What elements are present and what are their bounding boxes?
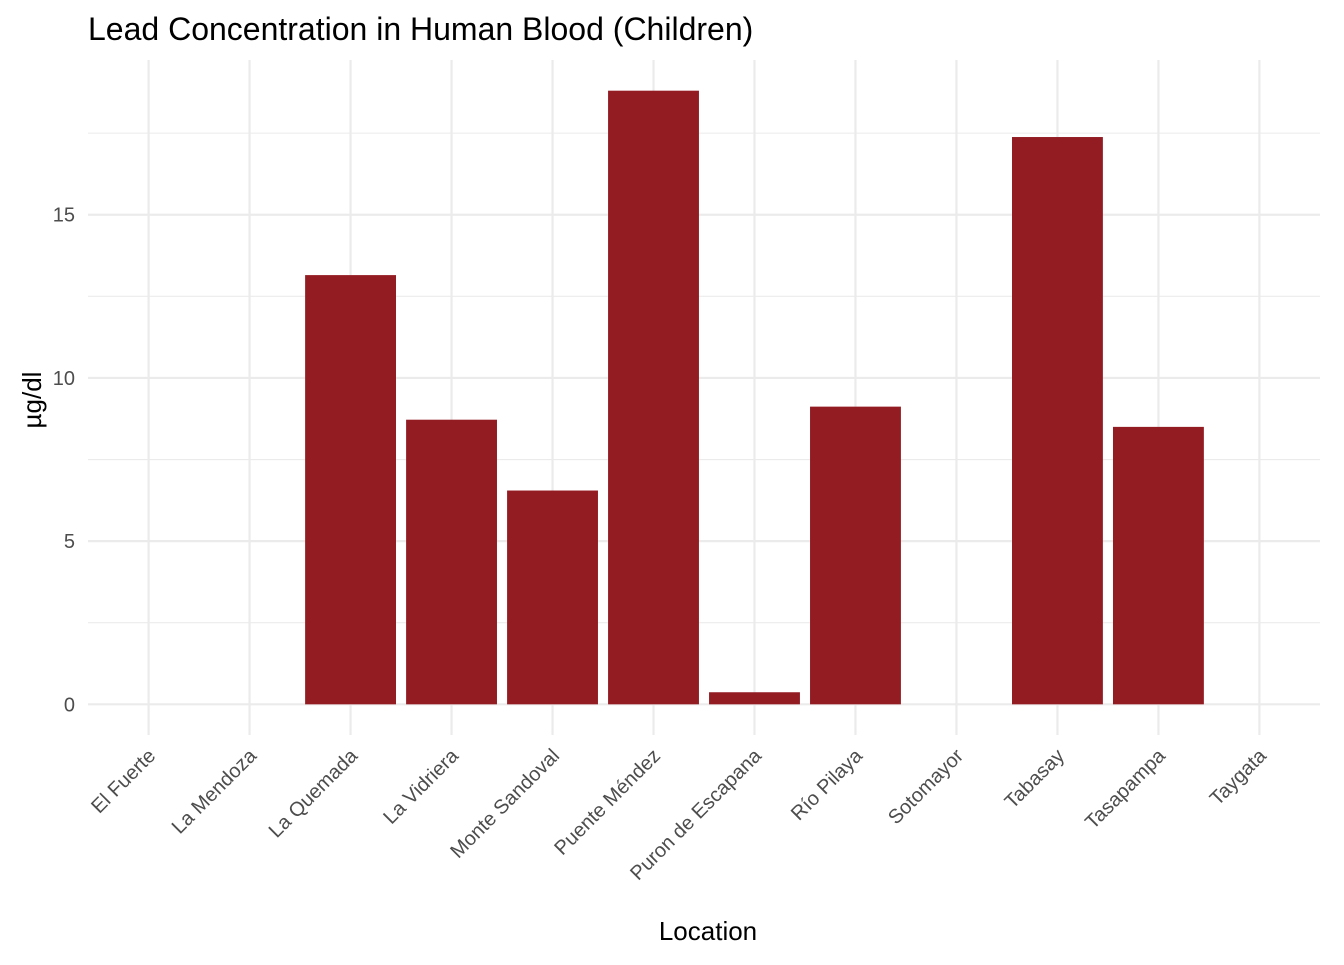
bar	[608, 90, 699, 705]
bar	[1112, 426, 1204, 705]
x-tick-label: La Vidriera	[379, 744, 463, 828]
x-tick-label: Tasapampa	[1081, 744, 1170, 833]
bar	[305, 275, 396, 705]
y-tick-label: 15	[53, 205, 75, 227]
x-tick-label: Tabasay	[1001, 745, 1069, 813]
x-tick-label: Taygata	[1206, 744, 1272, 810]
bar	[507, 490, 598, 705]
x-tick-label: El Fuerte	[87, 745, 160, 818]
bar	[406, 419, 497, 705]
x-tick-label: La Quemada	[265, 744, 363, 842]
x-tick-label: Puente Méndez	[550, 745, 665, 860]
bar	[709, 692, 800, 705]
y-tick-label: 10	[53, 368, 75, 390]
bar	[810, 406, 901, 705]
y-axis-title: µg/dl	[17, 372, 47, 429]
x-axis-ticks: El Fuerte La Mendoza La Quemada La Vidriera…	[87, 744, 1271, 884]
chart-title: Lead Concentration in Human Blood (Child…	[88, 11, 753, 47]
x-axis-title: Location	[659, 916, 757, 946]
y-tick-label: 5	[64, 531, 75, 553]
x-tick-label: Monte Sandoval	[446, 745, 564, 863]
bar	[1012, 137, 1103, 705]
y-axis-ticks: 0 5 10 15	[53, 205, 75, 717]
x-tick-label: La Mendoza	[168, 744, 262, 838]
x-tick-label: Río Pilaya	[787, 744, 868, 825]
y-tick-label: 0	[64, 694, 75, 716]
x-tick-label: Sotomayor	[884, 745, 968, 829]
bars	[305, 90, 1204, 705]
